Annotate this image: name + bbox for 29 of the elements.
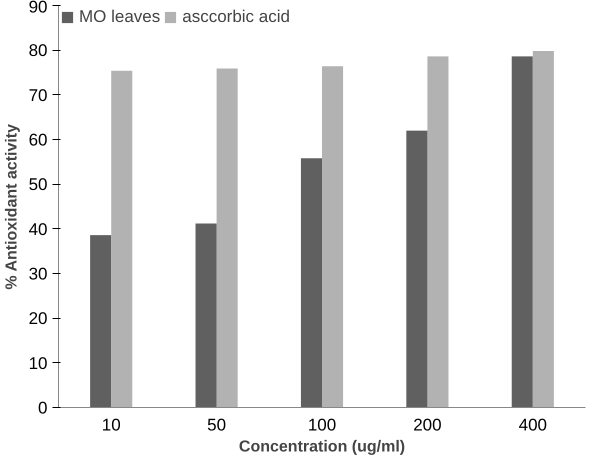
y-tick-label: 20 [28, 309, 48, 328]
legend-label: MO leaves [79, 7, 160, 27]
y-tick-label: 60 [28, 130, 48, 150]
y-tick-label: 30 [28, 264, 48, 284]
bar [196, 223, 217, 408]
y-axis-title: % Antioxidant activity [4, 124, 21, 290]
y-tick-label: 0 [38, 398, 48, 418]
bar [111, 70, 132, 408]
y-tick-label: 90 [28, 0, 48, 16]
bar [427, 56, 448, 408]
x-tick-label: 100 [308, 416, 336, 434]
x-tick-label: 10 [102, 416, 121, 434]
bar [90, 235, 112, 408]
y-tick-label: 80 [28, 41, 48, 60]
bar [406, 130, 428, 408]
y-tick-label: 70 [28, 86, 48, 105]
x-tick-label: 50 [207, 416, 226, 434]
x-tick-label: 200 [413, 416, 442, 434]
bar [322, 66, 344, 408]
y-tick-label: 50 [28, 175, 48, 194]
bar [300, 158, 322, 408]
y-tick-label: 10 [28, 354, 48, 373]
x-axis-title: Concentration (ug/ml) [238, 438, 406, 456]
bar [216, 68, 238, 408]
legend-label: asccorbic acid [182, 7, 290, 27]
y-tick-label: 40 [28, 220, 48, 239]
x-tick-label: 400 [518, 416, 547, 434]
bar [512, 56, 533, 408]
bar [532, 51, 554, 408]
